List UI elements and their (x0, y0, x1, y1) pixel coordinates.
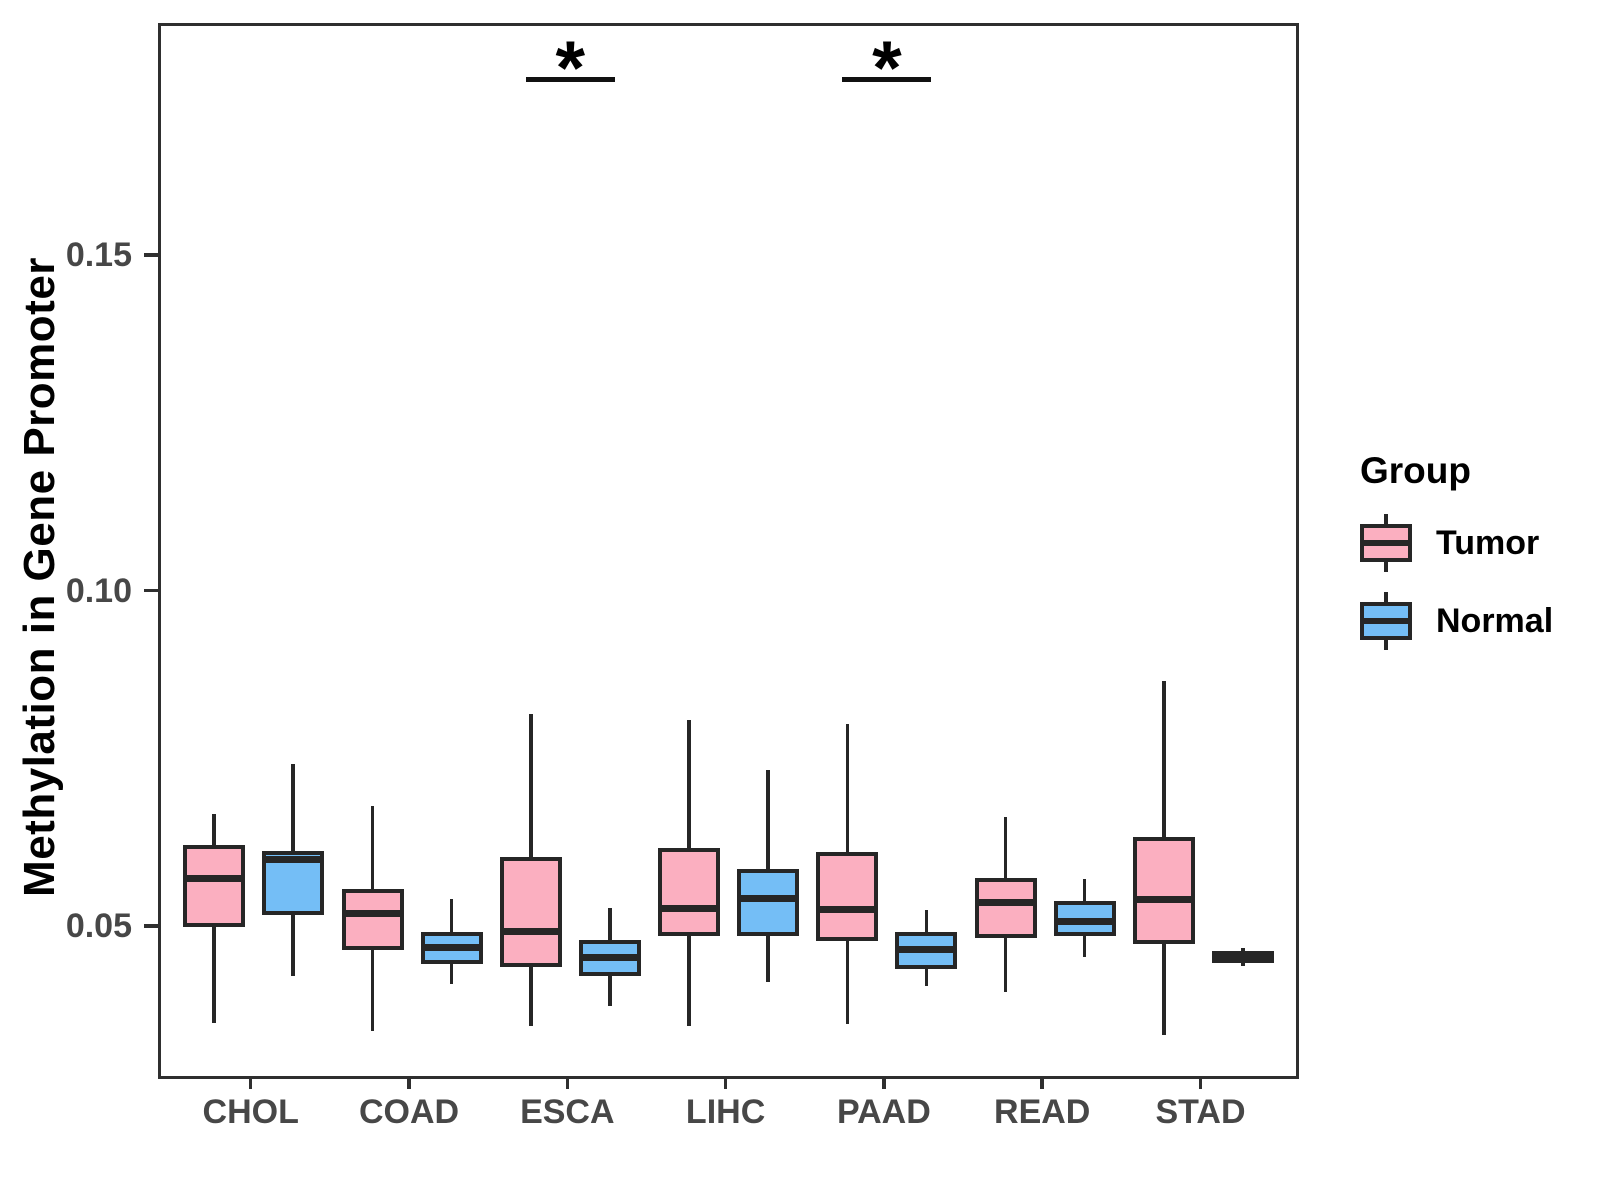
median-tumor-paad (816, 906, 879, 914)
box-tumor-stad (1133, 837, 1195, 945)
box-tumor-paad (816, 851, 879, 942)
y-tick-label: 0.10 (65, 571, 132, 610)
x-tick-label-paad: PAAD (836, 1093, 931, 1131)
glyph-median (1360, 540, 1412, 546)
median-tumor-coad (341, 910, 404, 918)
sig-bar-paad (842, 77, 932, 82)
legend: Group Tumor Normal (1360, 450, 1553, 670)
x-tick-mark (407, 1076, 411, 1089)
sig-asterisk-esca: * (555, 26, 586, 111)
x-tick-label-esca: ESCA (520, 1093, 615, 1131)
median-normal-stad (1212, 953, 1274, 961)
median-normal-read (1053, 918, 1116, 926)
glyph-median (1360, 618, 1412, 624)
x-tick-mark (882, 1076, 886, 1089)
median-tumor-read (974, 899, 1037, 907)
median-tumor-stad (1133, 895, 1195, 903)
y-tick-mark (144, 588, 158, 593)
box-tumor-lihc (658, 847, 721, 937)
legend-boxplot-glyph-normal (1360, 592, 1412, 650)
sig-bar-esca (525, 77, 615, 82)
x-tick-label-read: READ (994, 1093, 1091, 1131)
x-tick-label-stad: STAD (1155, 1093, 1246, 1131)
y-tick-mark (144, 924, 158, 928)
y-tick-label: 0.15 (65, 236, 132, 274)
median-tumor-chol (183, 874, 246, 882)
box-tumor-coad (341, 889, 404, 950)
median-tumor-esca (499, 927, 562, 935)
legend-item-tumor: Tumor (1360, 514, 1553, 572)
median-normal-chol (262, 856, 325, 864)
x-tick-label-chol: CHOL (202, 1093, 299, 1131)
box-tumor-chol (183, 845, 246, 927)
median-normal-paad (895, 946, 958, 954)
box-tumor-read (974, 878, 1037, 938)
median-normal-esca (578, 954, 641, 962)
y-tick-label: 0.05 (65, 907, 132, 945)
x-tick-mark (565, 1076, 570, 1089)
legend-label-tumor: Tumor (1436, 523, 1540, 562)
median-tumor-lihc (658, 904, 721, 912)
x-tick-label-lihc: LIHC (685, 1093, 766, 1131)
x-tick-mark (1198, 1076, 1203, 1089)
legend-label-normal: Normal (1436, 601, 1554, 640)
plot-panel: * * (158, 23, 1299, 1079)
x-tick-label-coad: COAD (358, 1093, 460, 1131)
median-normal-coad (420, 944, 483, 952)
median-normal-lihc (737, 895, 800, 903)
box-tumor-esca (499, 857, 562, 967)
x-tick-mark (1040, 1076, 1044, 1089)
x-tick-mark (723, 1076, 728, 1089)
legend-item-normal: Normal (1360, 592, 1553, 650)
legend-title: Group (1360, 450, 1471, 491)
x-tick-mark (248, 1076, 253, 1089)
legend-boxplot-glyph-tumor (1360, 514, 1412, 572)
box-normal-lihc (737, 869, 800, 937)
y-tick-mark (144, 253, 158, 257)
sig-asterisk-paad: * (872, 26, 902, 111)
legend-items: Tumor Normal (1360, 514, 1553, 650)
